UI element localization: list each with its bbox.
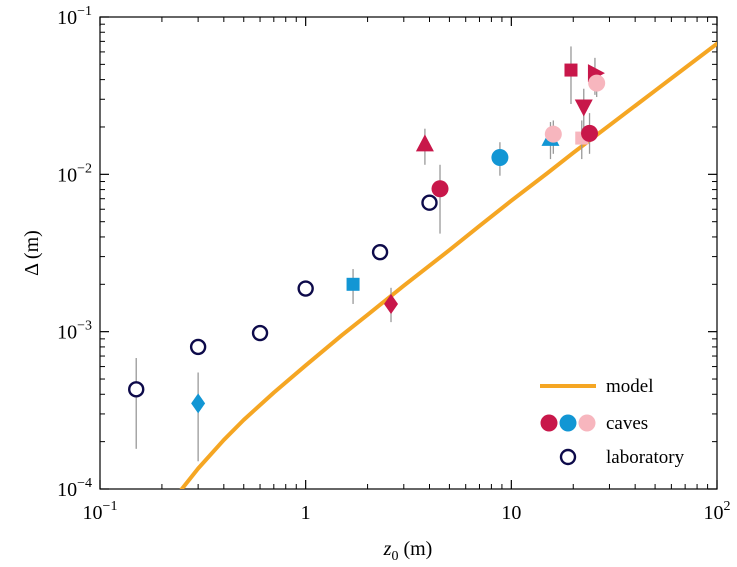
legend-label: caves — [606, 413, 648, 434]
x-tick-label-base: 10 — [83, 502, 103, 524]
x-tick-label: 102 — [704, 499, 731, 524]
caves-point — [346, 277, 360, 291]
x-axis-label: z0 (m) — [383, 538, 433, 564]
x-tick-label-base: 10 — [704, 502, 724, 524]
caves-point — [574, 99, 593, 117]
x-tick-label: 10−1 — [83, 499, 118, 524]
x-tick-label: 1 — [301, 502, 311, 524]
laboratory-point — [371, 243, 389, 261]
caves-point — [581, 124, 599, 142]
y-tick-label: 10−3 — [57, 319, 92, 344]
x-tick-label-base: 1 — [301, 502, 311, 524]
laboratory-point — [189, 338, 207, 356]
y-axis-label-main: Δ — [21, 263, 43, 276]
model-line — [179, 41, 717, 489]
y-tick-label-exp: −3 — [77, 319, 92, 334]
legend-item-model: model — [540, 376, 654, 397]
y-tick-label: 10−4 — [57, 476, 92, 501]
x-tick-label-base: 10 — [501, 502, 521, 524]
caves-point — [415, 134, 434, 152]
caves-point — [191, 393, 206, 414]
caves-point — [431, 180, 449, 198]
data-markers — [128, 63, 606, 414]
caves-point — [491, 148, 509, 166]
y-tick-label-base: 10 — [57, 479, 77, 501]
y-tick-label-exp: −4 — [77, 476, 92, 491]
caves-point — [564, 63, 578, 77]
error-bars — [135, 46, 598, 462]
x-axis-label-main: z — [383, 538, 392, 560]
caves-point — [384, 293, 399, 314]
caves-point — [588, 74, 606, 92]
legend-dot-symbol — [540, 414, 558, 432]
legend-label: model — [606, 376, 654, 397]
y-tick-label-exp: −1 — [77, 4, 92, 19]
legend-item-laboratory: laboratory — [559, 447, 685, 468]
legend-label: laboratory — [606, 447, 685, 468]
laboratory-point — [297, 280, 314, 297]
x-axis-label-unit: (m) — [398, 538, 432, 560]
y-tick-label-exp: −2 — [77, 161, 92, 176]
y-tick-label-base: 10 — [57, 164, 77, 186]
x-axis-label-sub: 0 — [391, 549, 398, 564]
laboratory-point — [421, 194, 438, 211]
legend-item-caves: caves — [540, 413, 648, 434]
laboratory-point — [128, 381, 145, 398]
points-layer — [128, 46, 606, 462]
y-tick-label: 10−2 — [57, 161, 92, 186]
laboratory-point — [251, 324, 269, 342]
y-tick-label: 10−1 — [57, 4, 92, 29]
x-tick-label-exp: −1 — [103, 499, 118, 514]
x-tick-label-exp: 2 — [724, 499, 731, 514]
y-axis-label: Δ (m) — [21, 230, 43, 276]
caves-point — [544, 125, 562, 143]
x-tick-label: 10 — [501, 502, 521, 524]
model-layer — [179, 41, 717, 489]
y-tick-label-base: 10 — [57, 322, 77, 344]
legend-dot-symbol — [578, 414, 596, 432]
y-axis-label-unit: (m) — [21, 230, 43, 264]
legend-ring-symbol — [559, 448, 577, 466]
legend: model caves laboratory — [540, 376, 685, 468]
plot-frame — [99, 16, 718, 490]
y-tick-label-base: 10 — [57, 7, 77, 29]
legend-dot-symbol — [559, 414, 577, 432]
